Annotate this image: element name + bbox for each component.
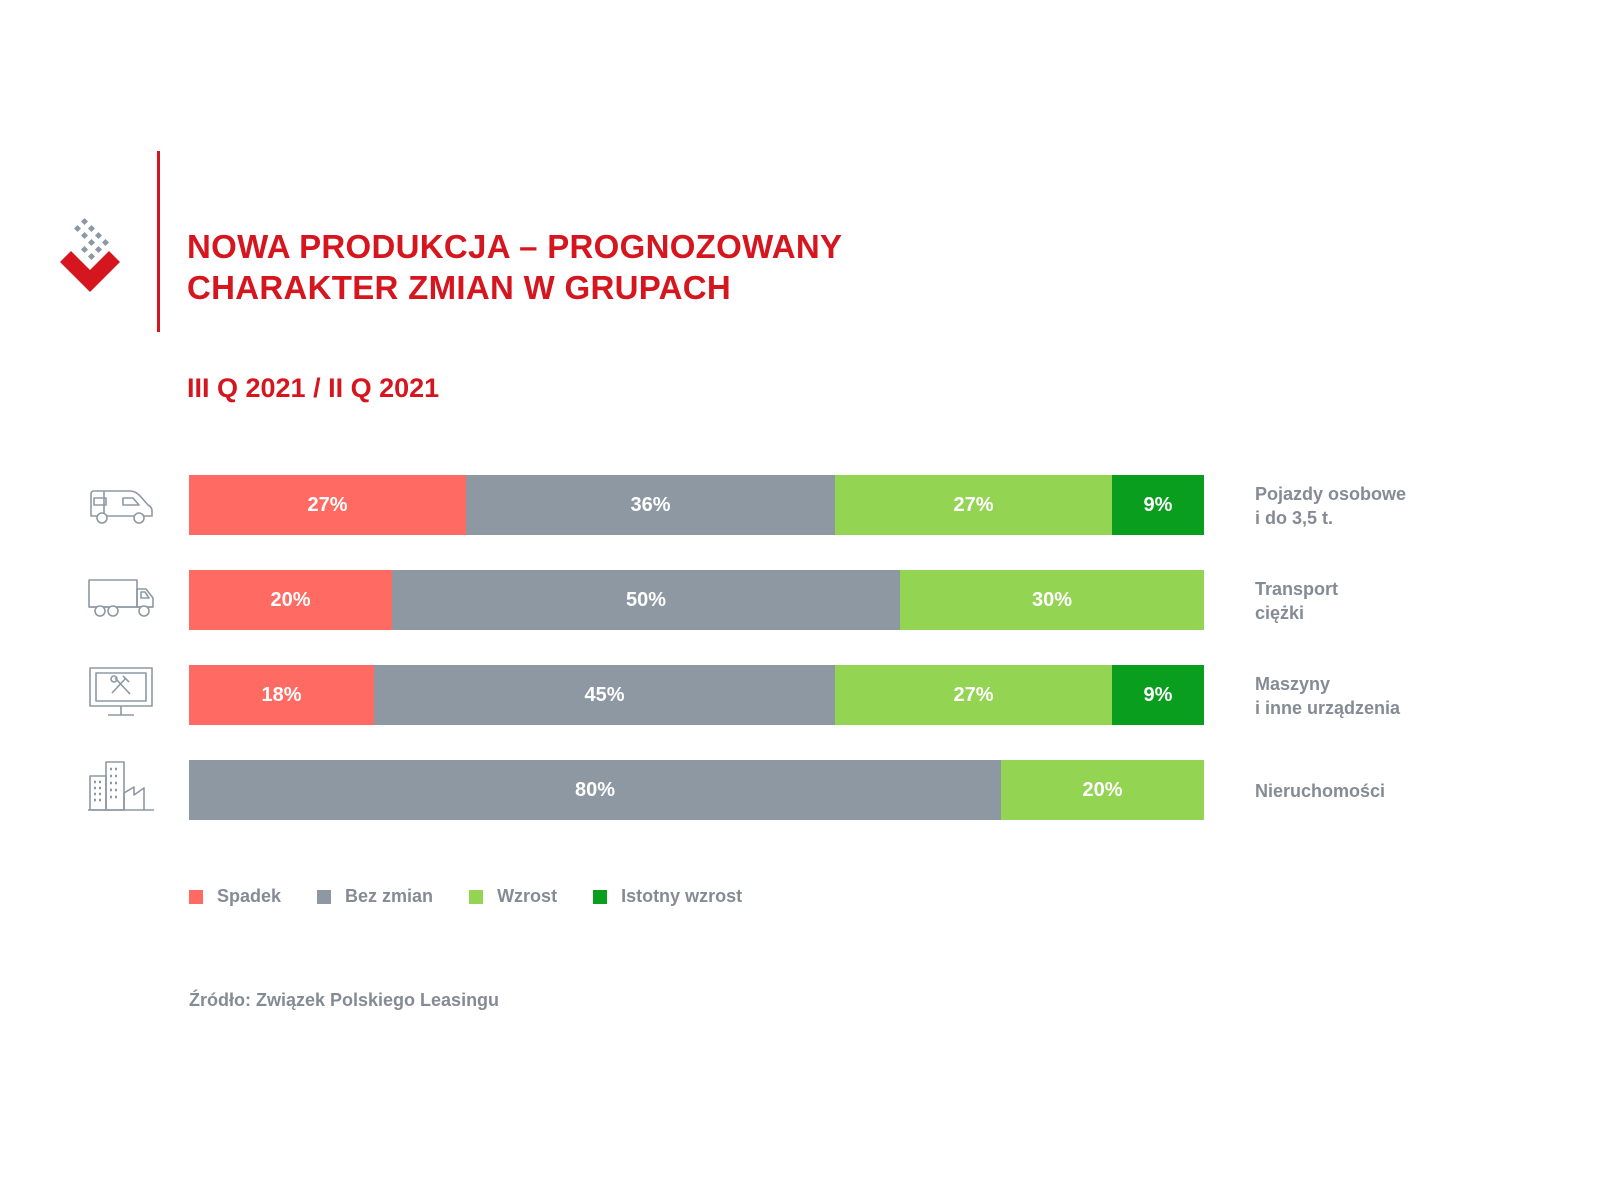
bar-segment: 20% — [1001, 760, 1204, 820]
bar-segment: 27% — [835, 475, 1112, 535]
data-label: 50% — [625, 588, 667, 611]
legend-label: Wzrost — [497, 886, 558, 906]
bar-row-real-estate: 80% 20% — [189, 760, 1204, 820]
category-label: Nieruchomości — [1255, 781, 1386, 801]
van-icon — [90, 490, 153, 524]
bar-segment: 80% — [189, 760, 1001, 820]
period-subtitle: III Q 2021 / II Q 2021 — [187, 373, 440, 403]
category-label: Pojazdy osobowe i do 3,5 t. — [1255, 484, 1407, 528]
bar-segment: 36% — [466, 475, 835, 535]
legend-swatch — [189, 889, 203, 904]
data-label: 20% — [270, 588, 311, 611]
bar-segment: 20% — [189, 570, 392, 630]
legend-swatch — [593, 889, 608, 904]
bar-segment: 27% — [189, 475, 466, 535]
data-label: 30% — [1031, 588, 1073, 611]
legend-item: Istotny wzrost — [593, 886, 742, 907]
data-label: 20% — [1082, 778, 1123, 801]
logo-dots — [73, 217, 110, 261]
legend-swatch — [317, 889, 332, 904]
legend-swatch — [469, 889, 484, 904]
data-label: 9% — [1143, 493, 1173, 516]
title-line-2: CHARAKTER ZMIAN W GRUPACH — [187, 269, 732, 306]
category-label: Maszyny i inne urządzenia — [1255, 674, 1401, 718]
chart-legend: Spadek Bez zmian Wzrost Istotny wzrost — [189, 886, 778, 907]
legend-label: Bez zmian — [345, 886, 434, 906]
bar-segment: 30% — [900, 570, 1204, 630]
data-label: 27% — [953, 493, 994, 516]
bar-segment: 18% — [189, 665, 374, 725]
bar-row-machinery: 18% 45% 27% 9% — [189, 665, 1204, 725]
data-label: 36% — [630, 493, 671, 516]
bar-segment: 9% — [1112, 665, 1204, 725]
bar-row-vehicles: 27% 36% 27% 9% — [189, 475, 1204, 535]
bar-segment: 27% — [835, 665, 1112, 725]
legend-label: Spadek — [217, 886, 282, 906]
machinery-icon — [89, 667, 153, 716]
page-title: NOWA PRODUKCJA – PROGNOZOWANY CHARAKTER … — [187, 226, 842, 308]
category-label: Transport ciężki — [1255, 579, 1339, 623]
truck-icon — [88, 579, 154, 617]
title-divider — [157, 151, 160, 332]
bar-segment: 45% — [374, 665, 835, 725]
bar-row-heavy-transport: 20% 50% 30% — [189, 570, 1204, 630]
data-label: 18% — [261, 683, 302, 706]
data-label: 80% — [574, 778, 616, 801]
bar-segment: 50% — [392, 570, 900, 630]
bar-segment: 9% — [1112, 475, 1204, 535]
legend-item: Bez zmian — [317, 886, 433, 907]
legend-item: Spadek — [189, 886, 281, 907]
data-label: 27% — [953, 683, 994, 706]
source-note: Źródło: Związek Polskiego Leasingu — [189, 990, 500, 1010]
legend-item: Wzrost — [469, 886, 557, 907]
building-icon — [88, 761, 154, 811]
data-label: 27% — [307, 493, 348, 516]
legend-label: Istotny wzrost — [621, 886, 743, 906]
title-line-1: NOWA PRODUKCJA – PROGNOZOWANY — [187, 228, 843, 265]
data-label: 9% — [1143, 683, 1173, 706]
data-label: 45% — [584, 683, 625, 706]
brand-logo — [60, 217, 120, 292]
logo-chevron — [60, 251, 120, 292]
